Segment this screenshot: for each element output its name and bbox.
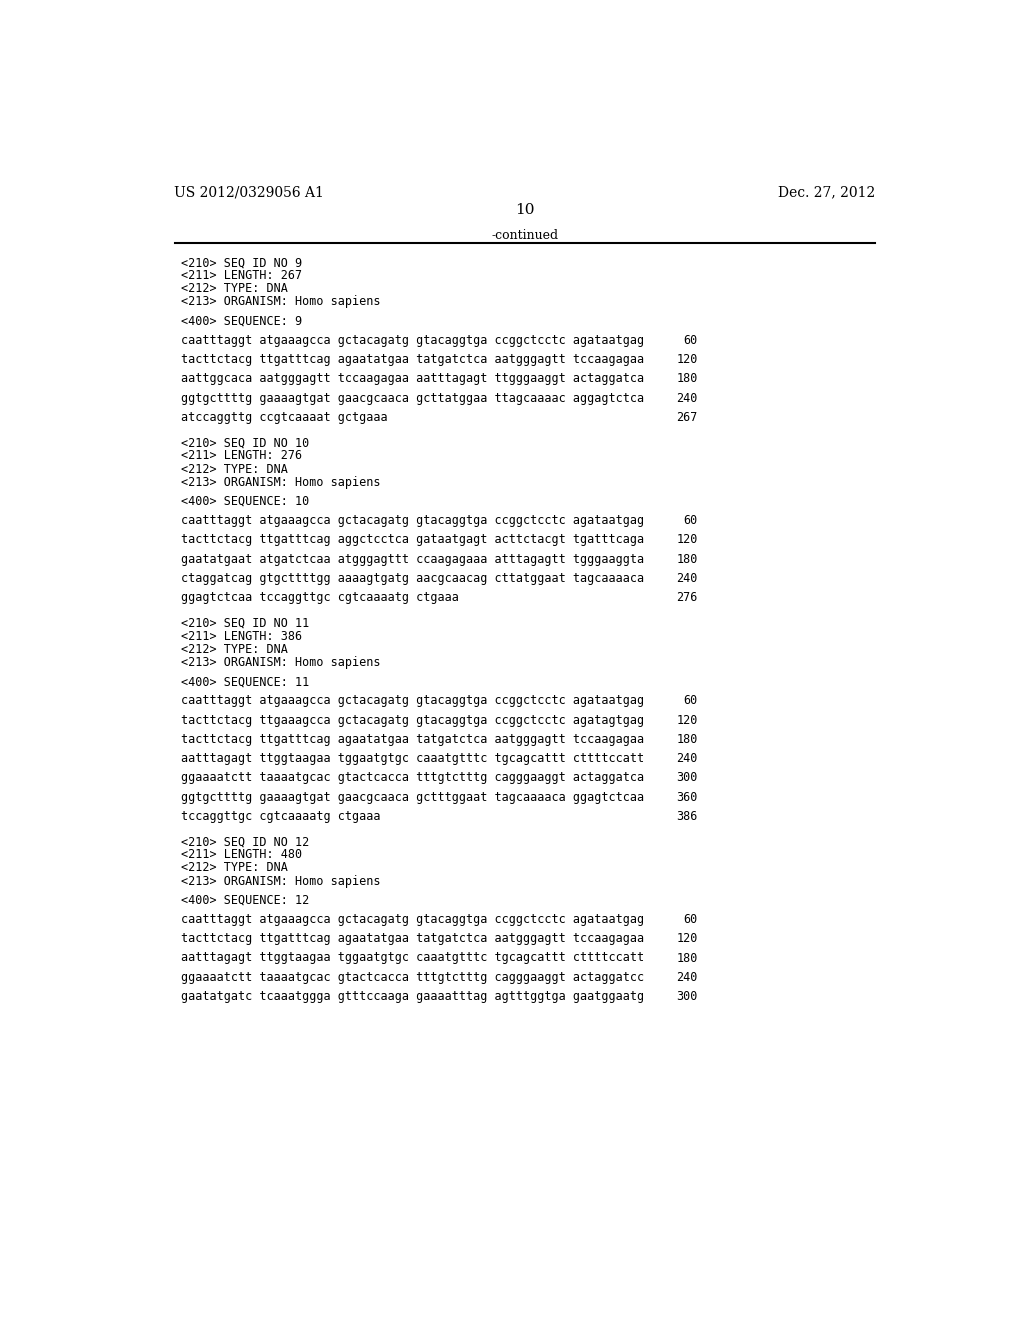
Text: caatttaggt atgaaagcca gctacagatg gtacaggtga ccggctcctc agataatgag: caatttaggt atgaaagcca gctacagatg gtacagg… (180, 913, 644, 927)
Text: caatttaggt atgaaagcca gctacagatg gtacaggtga ccggctcctc agataatgag: caatttaggt atgaaagcca gctacagatg gtacagg… (180, 694, 644, 708)
Text: <212> TYPE: DNA: <212> TYPE: DNA (180, 862, 288, 874)
Text: 60: 60 (683, 694, 697, 708)
Text: gaatatgaat atgatctcaa atgggagttt ccaagagaaa atttagagtt tgggaaggta: gaatatgaat atgatctcaa atgggagttt ccaagag… (180, 553, 644, 566)
Text: tacttctacg ttgatttcag agaatatgaa tatgatctca aatgggagtt tccaagagaa: tacttctacg ttgatttcag agaatatgaa tatgatc… (180, 733, 644, 746)
Text: 120: 120 (676, 714, 697, 726)
Text: 276: 276 (676, 591, 697, 605)
Text: tacttctacg ttgatttcag aggctcctca gataatgagt acttctacgt tgatttcaga: tacttctacg ttgatttcag aggctcctca gataatg… (180, 533, 644, 546)
Text: <400> SEQUENCE: 12: <400> SEQUENCE: 12 (180, 894, 309, 907)
Text: atccaggttg ccgtcaaaat gctgaaa: atccaggttg ccgtcaaaat gctgaaa (180, 411, 387, 424)
Text: tacttctacg ttgatttcag agaatatgaa tatgatctca aatgggagtt tccaagagaa: tacttctacg ttgatttcag agaatatgaa tatgatc… (180, 354, 644, 366)
Text: ggagtctcaa tccaggttgc cgtcaaaatg ctgaaa: ggagtctcaa tccaggttgc cgtcaaaatg ctgaaa (180, 591, 459, 605)
Text: <210> SEQ ID NO 12: <210> SEQ ID NO 12 (180, 836, 309, 849)
Text: 120: 120 (676, 354, 697, 366)
Text: 360: 360 (676, 791, 697, 804)
Text: <213> ORGANISM: Homo sapiens: <213> ORGANISM: Homo sapiens (180, 875, 380, 887)
Text: <400> SEQUENCE: 9: <400> SEQUENCE: 9 (180, 314, 302, 327)
Text: tccaggttgc cgtcaaaatg ctgaaa: tccaggttgc cgtcaaaatg ctgaaa (180, 810, 380, 822)
Text: 120: 120 (676, 932, 697, 945)
Text: <400> SEQUENCE: 10: <400> SEQUENCE: 10 (180, 495, 309, 508)
Text: 10: 10 (515, 203, 535, 216)
Text: 180: 180 (676, 733, 697, 746)
Text: <213> ORGANISM: Homo sapiens: <213> ORGANISM: Homo sapiens (180, 656, 380, 669)
Text: ggaaaatctt taaaatgcac gtactcacca tttgtctttg cagggaaggt actaggatca: ggaaaatctt taaaatgcac gtactcacca tttgtct… (180, 771, 644, 784)
Text: 60: 60 (683, 334, 697, 347)
Text: Dec. 27, 2012: Dec. 27, 2012 (778, 185, 876, 199)
Text: 120: 120 (676, 533, 697, 546)
Text: <400> SEQUENCE: 11: <400> SEQUENCE: 11 (180, 675, 309, 688)
Text: <211> LENGTH: 267: <211> LENGTH: 267 (180, 269, 302, 282)
Text: ctaggatcag gtgcttttgg aaaagtgatg aacgcaacag cttatggaat tagcaaaaca: ctaggatcag gtgcttttgg aaaagtgatg aacgcaa… (180, 572, 644, 585)
Text: <210> SEQ ID NO 10: <210> SEQ ID NO 10 (180, 437, 309, 449)
Text: <213> ORGANISM: Homo sapiens: <213> ORGANISM: Homo sapiens (180, 475, 380, 488)
Text: <211> LENGTH: 276: <211> LENGTH: 276 (180, 449, 302, 462)
Text: <212> TYPE: DNA: <212> TYPE: DNA (180, 462, 288, 475)
Text: ggaaaatctt taaaatgcac gtactcacca tttgtctttg cagggaaggt actaggatcc: ggaaaatctt taaaatgcac gtactcacca tttgtct… (180, 970, 644, 983)
Text: tacttctacg ttgaaagcca gctacagatg gtacaggtga ccggctcctc agatagtgag: tacttctacg ttgaaagcca gctacagatg gtacagg… (180, 714, 644, 726)
Text: 180: 180 (676, 952, 697, 965)
Text: gaatatgatc tcaaatggga gtttccaaga gaaaatttag agtttggtga gaatggaatg: gaatatgatc tcaaatggga gtttccaaga gaaaatt… (180, 990, 644, 1003)
Text: 60: 60 (683, 913, 697, 927)
Text: 267: 267 (676, 411, 697, 424)
Text: aatttagagt ttggtaagaa tggaatgtgc caaatgtttc tgcagcattt cttttccatt: aatttagagt ttggtaagaa tggaatgtgc caaatgt… (180, 952, 644, 965)
Text: aatttagagt ttggtaagaa tggaatgtgc caaatgtttc tgcagcattt cttttccatt: aatttagagt ttggtaagaa tggaatgtgc caaatgt… (180, 752, 644, 766)
Text: 240: 240 (676, 392, 697, 405)
Text: 60: 60 (683, 515, 697, 527)
Text: 180: 180 (676, 553, 697, 566)
Text: 240: 240 (676, 970, 697, 983)
Text: -continued: -continued (492, 230, 558, 243)
Text: tacttctacg ttgatttcag agaatatgaa tatgatctca aatgggagtt tccaagagaa: tacttctacg ttgatttcag agaatatgaa tatgatc… (180, 932, 644, 945)
Text: 240: 240 (676, 752, 697, 766)
Text: <210> SEQ ID NO 9: <210> SEQ ID NO 9 (180, 256, 302, 269)
Text: <213> ORGANISM: Homo sapiens: <213> ORGANISM: Homo sapiens (180, 296, 380, 309)
Text: <212> TYPE: DNA: <212> TYPE: DNA (180, 643, 288, 656)
Text: <211> LENGTH: 386: <211> LENGTH: 386 (180, 630, 302, 643)
Text: aattggcaca aatgggagtt tccaagagaa aatttagagt ttgggaaggt actaggatca: aattggcaca aatgggagtt tccaagagaa aatttag… (180, 372, 644, 385)
Text: caatttaggt atgaaagcca gctacagatg gtacaggtga ccggctcctc agataatgag: caatttaggt atgaaagcca gctacagatg gtacagg… (180, 515, 644, 527)
Text: <211> LENGTH: 480: <211> LENGTH: 480 (180, 849, 302, 862)
Text: <212> TYPE: DNA: <212> TYPE: DNA (180, 282, 288, 296)
Text: caatttaggt atgaaagcca gctacagatg gtacaggtga ccggctcctc agataatgag: caatttaggt atgaaagcca gctacagatg gtacagg… (180, 334, 644, 347)
Text: 240: 240 (676, 572, 697, 585)
Text: ggtgcttttg gaaaagtgat gaacgcaaca gctttggaat tagcaaaaca ggagtctcaa: ggtgcttttg gaaaagtgat gaacgcaaca gctttgg… (180, 791, 644, 804)
Text: US 2012/0329056 A1: US 2012/0329056 A1 (174, 185, 325, 199)
Text: 386: 386 (676, 810, 697, 822)
Text: <210> SEQ ID NO 11: <210> SEQ ID NO 11 (180, 616, 309, 630)
Text: 180: 180 (676, 372, 697, 385)
Text: ggtgcttttg gaaaagtgat gaacgcaaca gcttatggaa ttagcaaaac aggagtctca: ggtgcttttg gaaaagtgat gaacgcaaca gcttatg… (180, 392, 644, 405)
Text: 300: 300 (676, 771, 697, 784)
Text: 300: 300 (676, 990, 697, 1003)
